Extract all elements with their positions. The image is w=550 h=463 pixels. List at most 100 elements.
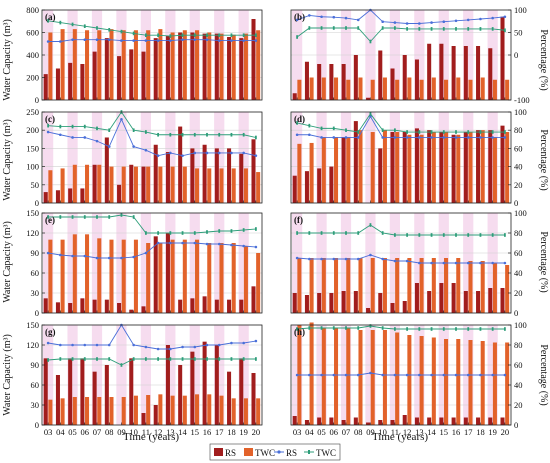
point-rs [156, 347, 160, 351]
bar-rs [304, 61, 309, 100]
bar-rs [390, 420, 395, 425]
point-rs [381, 136, 384, 139]
bar-rs [129, 164, 134, 203]
point-rs [344, 136, 348, 139]
point-rs [193, 241, 197, 245]
bar-twc [170, 166, 175, 203]
bar-rs [55, 302, 60, 313]
bar-rs [427, 291, 432, 313]
tick-label-left: 0 [35, 308, 39, 318]
point-twc [418, 233, 421, 237]
bar-rs [341, 64, 346, 100]
point-rs [308, 373, 311, 377]
tick-label-left: 200 [26, 125, 39, 135]
point-rs [217, 242, 221, 246]
bar-twc [492, 263, 497, 313]
tick-label-right: 100 [514, 107, 527, 117]
bar-twc [60, 168, 65, 203]
shade-band [340, 213, 352, 313]
bar-twc [382, 330, 387, 425]
point-twc [218, 229, 221, 233]
point-twc [308, 123, 311, 128]
bar-twc [146, 166, 151, 203]
bar-twc [431, 77, 436, 100]
point-twc [230, 229, 233, 233]
bar-twc [243, 246, 248, 313]
point-twc [96, 357, 98, 361]
point-twc [71, 22, 74, 27]
point-twc [503, 327, 506, 331]
point-rs [230, 39, 233, 42]
bar-rs [129, 358, 134, 425]
bar-rs [80, 64, 85, 100]
bar-twc [346, 258, 351, 313]
point-rs [356, 257, 360, 261]
point-rs [369, 371, 372, 375]
bar-rs [353, 121, 358, 203]
bar-rs [55, 375, 60, 425]
point-twc [467, 233, 470, 237]
bar-twc [60, 29, 65, 100]
tick-label-right: 40 [514, 162, 523, 172]
point-rs [344, 16, 348, 20]
bar-rs [104, 38, 109, 100]
point-rs [356, 373, 360, 377]
tick-label-x: 13 [166, 427, 175, 437]
point-twc [157, 231, 160, 235]
bar-twc [297, 79, 302, 100]
bar-twc [321, 327, 326, 425]
bar-twc [207, 394, 212, 425]
tick-label-x: 05 [317, 427, 326, 437]
point-twc [59, 124, 62, 129]
bar-rs [239, 38, 244, 100]
shade-band [189, 325, 200, 425]
bar-twc [395, 332, 400, 425]
bar-rs [153, 144, 158, 203]
bar-twc [170, 32, 175, 100]
point-twc [467, 327, 470, 331]
bar-twc [419, 79, 424, 100]
point-twc [83, 357, 86, 361]
point-rs [295, 133, 299, 137]
point-rs [132, 145, 135, 148]
point-rs [95, 256, 99, 260]
bar-rs [329, 166, 334, 203]
bar-twc [243, 398, 248, 425]
tick-label-right: 0 [514, 420, 518, 430]
bar-twc [121, 239, 126, 313]
point-rs [205, 242, 209, 246]
bar-twc [231, 168, 236, 203]
bar-rs [43, 192, 48, 203]
shade-band [116, 112, 127, 203]
bar-twc [297, 143, 302, 203]
tick-label-right: 80 [514, 228, 523, 238]
bar-twc [395, 132, 400, 203]
point-rs [169, 39, 172, 42]
point-rs [83, 343, 87, 347]
legend-swatch [214, 448, 223, 456]
bar-twc [219, 33, 224, 100]
bar-rs [43, 74, 48, 100]
bar-twc [321, 258, 326, 313]
bar-twc [60, 398, 65, 425]
point-rs [46, 130, 50, 134]
point-twc [455, 233, 457, 237]
bar-rs [353, 417, 358, 425]
point-rs [320, 373, 323, 377]
point-twc [357, 26, 360, 30]
point-rs [344, 257, 348, 261]
legend-label: TWC [316, 448, 336, 458]
point-rs [381, 20, 384, 24]
point-twc [369, 324, 372, 328]
point-rs [369, 115, 372, 118]
point-twc [206, 132, 208, 137]
point-rs [217, 39, 221, 42]
bar-twc [444, 258, 449, 313]
tick-label-left: 100 [26, 162, 39, 172]
bar-twc [358, 77, 363, 100]
tick-label-x: 07 [93, 427, 102, 437]
point-rs [71, 136, 74, 139]
bar-rs [317, 64, 322, 100]
point-rs [320, 136, 323, 139]
